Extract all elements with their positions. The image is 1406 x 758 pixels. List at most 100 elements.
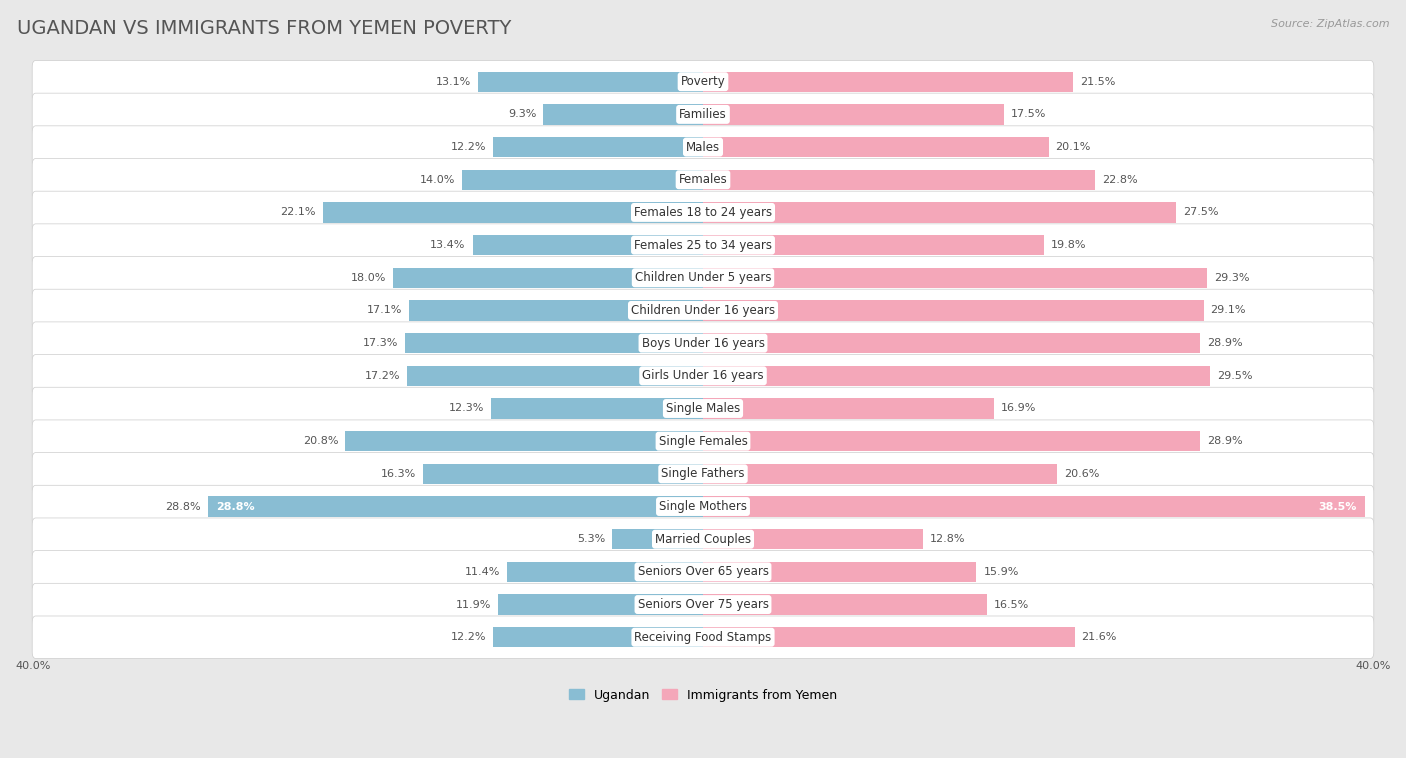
Text: 22.8%: 22.8% xyxy=(1102,175,1137,185)
Text: Seniors Over 75 years: Seniors Over 75 years xyxy=(637,598,769,611)
Bar xyxy=(472,235,703,255)
Text: Females 25 to 34 years: Females 25 to 34 years xyxy=(634,239,772,252)
FancyBboxPatch shape xyxy=(32,420,1374,462)
Text: 38.5%: 38.5% xyxy=(1319,502,1357,512)
Bar xyxy=(498,594,703,615)
FancyBboxPatch shape xyxy=(32,224,1374,266)
Bar xyxy=(703,594,987,615)
Text: 16.9%: 16.9% xyxy=(1001,403,1036,414)
Text: Poverty: Poverty xyxy=(681,75,725,88)
Text: Married Couples: Married Couples xyxy=(655,533,751,546)
Text: 15.9%: 15.9% xyxy=(983,567,1019,577)
Text: 29.1%: 29.1% xyxy=(1211,305,1246,315)
FancyBboxPatch shape xyxy=(32,387,1374,430)
Bar xyxy=(494,627,703,647)
Text: 11.4%: 11.4% xyxy=(464,567,501,577)
Text: 28.9%: 28.9% xyxy=(1206,338,1243,348)
FancyBboxPatch shape xyxy=(32,158,1374,201)
Bar xyxy=(703,496,1365,517)
Bar xyxy=(612,529,703,550)
FancyBboxPatch shape xyxy=(32,93,1374,136)
Text: 22.1%: 22.1% xyxy=(281,208,316,218)
Legend: Ugandan, Immigrants from Yemen: Ugandan, Immigrants from Yemen xyxy=(564,684,842,706)
Bar xyxy=(703,71,1073,92)
Text: Source: ZipAtlas.com: Source: ZipAtlas.com xyxy=(1271,19,1389,29)
Text: Seniors Over 65 years: Seniors Over 65 years xyxy=(637,565,769,578)
Text: 21.5%: 21.5% xyxy=(1080,77,1115,86)
Bar xyxy=(405,333,703,353)
Text: 27.5%: 27.5% xyxy=(1182,208,1219,218)
Bar xyxy=(703,627,1074,647)
Bar xyxy=(703,529,924,550)
Text: Girls Under 16 years: Girls Under 16 years xyxy=(643,369,763,382)
FancyBboxPatch shape xyxy=(32,518,1374,560)
Bar xyxy=(703,300,1204,321)
Bar xyxy=(408,365,703,386)
Text: Boys Under 16 years: Boys Under 16 years xyxy=(641,337,765,349)
Text: 17.2%: 17.2% xyxy=(364,371,401,381)
Bar xyxy=(492,399,703,418)
Text: 12.2%: 12.2% xyxy=(451,632,486,642)
Text: 16.5%: 16.5% xyxy=(994,600,1029,609)
FancyBboxPatch shape xyxy=(32,453,1374,495)
Bar xyxy=(703,333,1201,353)
FancyBboxPatch shape xyxy=(32,550,1374,593)
Bar xyxy=(409,300,703,321)
Text: 12.3%: 12.3% xyxy=(449,403,485,414)
Bar xyxy=(703,399,994,418)
Text: 13.4%: 13.4% xyxy=(430,240,465,250)
Text: Families: Families xyxy=(679,108,727,121)
Text: Children Under 5 years: Children Under 5 years xyxy=(634,271,772,284)
Text: Single Fathers: Single Fathers xyxy=(661,468,745,481)
Text: 28.9%: 28.9% xyxy=(1206,436,1243,446)
FancyBboxPatch shape xyxy=(32,322,1374,365)
Bar xyxy=(208,496,703,517)
Text: 13.1%: 13.1% xyxy=(436,77,471,86)
Bar xyxy=(703,137,1049,157)
Bar xyxy=(494,137,703,157)
Text: 28.8%: 28.8% xyxy=(217,502,254,512)
FancyBboxPatch shape xyxy=(32,616,1374,659)
Bar xyxy=(703,235,1043,255)
Bar xyxy=(703,268,1206,288)
Text: 29.3%: 29.3% xyxy=(1213,273,1250,283)
Bar xyxy=(463,170,703,190)
Bar xyxy=(703,562,977,582)
Text: 29.5%: 29.5% xyxy=(1218,371,1253,381)
Text: 12.2%: 12.2% xyxy=(451,142,486,152)
Text: 21.6%: 21.6% xyxy=(1081,632,1116,642)
FancyBboxPatch shape xyxy=(32,126,1374,168)
Bar xyxy=(703,105,1004,124)
Text: 17.3%: 17.3% xyxy=(363,338,398,348)
FancyBboxPatch shape xyxy=(32,256,1374,299)
Text: Children Under 16 years: Children Under 16 years xyxy=(631,304,775,317)
Bar xyxy=(478,71,703,92)
Text: 14.0%: 14.0% xyxy=(420,175,456,185)
FancyBboxPatch shape xyxy=(32,191,1374,233)
Text: 17.5%: 17.5% xyxy=(1011,109,1046,120)
Text: Females 18 to 24 years: Females 18 to 24 years xyxy=(634,206,772,219)
Text: 20.6%: 20.6% xyxy=(1064,469,1099,479)
FancyBboxPatch shape xyxy=(32,355,1374,397)
Text: 18.0%: 18.0% xyxy=(352,273,387,283)
Bar xyxy=(508,562,703,582)
Bar xyxy=(323,202,703,223)
Text: Single Males: Single Males xyxy=(666,402,740,415)
Bar xyxy=(394,268,703,288)
Text: 12.8%: 12.8% xyxy=(929,534,966,544)
Text: 11.9%: 11.9% xyxy=(456,600,492,609)
Bar xyxy=(703,464,1057,484)
Text: 16.3%: 16.3% xyxy=(381,469,416,479)
Text: Receiving Food Stamps: Receiving Food Stamps xyxy=(634,631,772,644)
Bar xyxy=(346,431,703,451)
Text: 20.8%: 20.8% xyxy=(302,436,339,446)
Text: 9.3%: 9.3% xyxy=(508,109,536,120)
Text: 28.8%: 28.8% xyxy=(165,502,201,512)
Text: Single Mothers: Single Mothers xyxy=(659,500,747,513)
Text: Single Females: Single Females xyxy=(658,434,748,448)
Bar xyxy=(703,431,1201,451)
FancyBboxPatch shape xyxy=(32,61,1374,103)
Text: 40.0%: 40.0% xyxy=(1355,661,1391,671)
Text: 20.1%: 20.1% xyxy=(1056,142,1091,152)
Text: UGANDAN VS IMMIGRANTS FROM YEMEN POVERTY: UGANDAN VS IMMIGRANTS FROM YEMEN POVERTY xyxy=(17,19,512,38)
